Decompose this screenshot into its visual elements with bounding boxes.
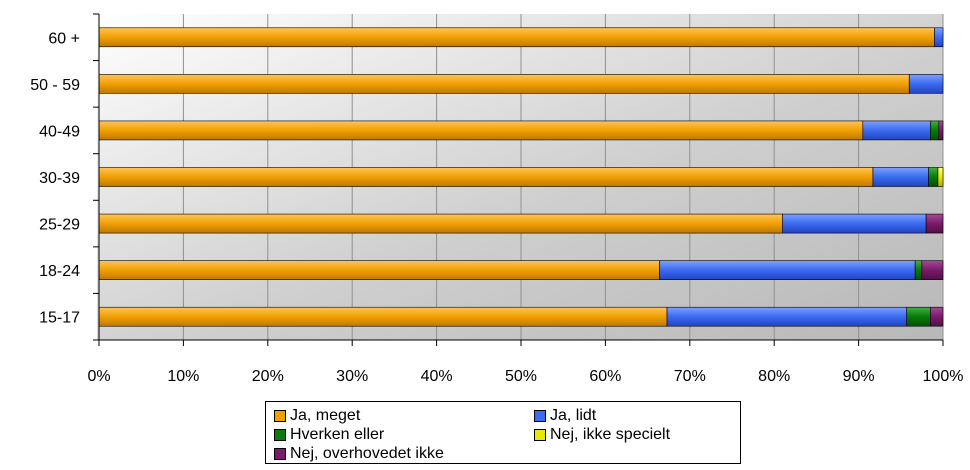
legend-swatch (274, 410, 286, 422)
bar-4049-series-4 (938, 120, 944, 141)
x-axis-labels: 0% 10% 20% 30% 40% 50% 60% 70% 80% 90% 100% (87, 368, 963, 385)
bar-1517-series-4 (930, 306, 944, 327)
x-tick-label: 60% (589, 368, 621, 385)
bar-4049-series-0 (98, 120, 864, 141)
bar-3039-series-1 (872, 167, 929, 187)
chart-svg: 60 + 50 - 59 40-49 30-39 25-29 18-24 15-17 0% 1… (30, 13, 963, 385)
bar-5059-series-1 (908, 74, 944, 94)
bar-1824-series-1 (659, 260, 916, 280)
y-tick-label: 40-49 (39, 123, 80, 140)
bar-1824-series-0 (98, 260, 660, 280)
bars (98, 27, 944, 327)
y-tick-label: 18-24 (39, 263, 80, 280)
bar-3039-series-3 (937, 167, 944, 187)
x-tick-label: 70% (674, 368, 706, 385)
y-tick-label: 25-29 (39, 217, 80, 234)
legend-label: Hverken eller (290, 426, 385, 443)
bar-4049-series-2 (930, 120, 940, 141)
bar-2529-series-0 (98, 213, 783, 234)
x-tick-label: 0% (87, 368, 110, 385)
bar-2529-series-1 (782, 213, 927, 234)
bar-5059-series-0 (98, 74, 910, 94)
y-tick-label: 15-17 (39, 310, 80, 327)
legend-label: Ja, meget (290, 407, 361, 424)
y-tick-label: 30-39 (39, 170, 80, 187)
bar-3039-series-2 (928, 167, 939, 187)
x-tick-label: 20% (252, 368, 284, 385)
axes (93, 13, 944, 346)
bar-1517-series-0 (98, 306, 668, 327)
legend-swatch (274, 448, 286, 460)
bar-1824-series-4 (921, 260, 944, 280)
x-tick-label: 40% (421, 368, 453, 385)
bar-60-series-1 (934, 27, 944, 48)
bar-1517-series-1 (666, 306, 908, 327)
y-tick-label: 50 - 59 (30, 77, 80, 94)
x-tick-label: 50% (505, 368, 537, 385)
x-tick-label: 30% (336, 368, 368, 385)
x-tick-label: 100% (923, 368, 964, 385)
bar-2529-series-4 (925, 213, 944, 234)
x-tick-label: 80% (758, 368, 790, 385)
legend-label: Nej, ikke specielt (550, 426, 671, 443)
bar-4049-series-1 (862, 120, 931, 141)
legend-swatch (274, 429, 286, 441)
legend-swatch (534, 429, 546, 441)
bar-1517-series-2 (906, 306, 931, 327)
y-tick-label: 60 + (48, 30, 80, 47)
x-tick-label: 10% (167, 368, 199, 385)
bar-1824-series-2 (914, 260, 923, 280)
bar-60-series-0 (98, 27, 935, 48)
legend-label: Ja, lidt (550, 407, 597, 424)
legend-label: Nej, overhovedet ikke (290, 445, 444, 462)
legend: Ja, meget Ja, lidt Hverken eller Nej, ik… (265, 401, 741, 464)
bar-3039-series-0 (98, 167, 874, 187)
x-tick-label: 90% (843, 368, 875, 385)
legend-swatch (534, 410, 546, 422)
y-axis-labels: 60 + 50 - 59 40-49 30-39 25-29 18-24 15-17 (30, 30, 80, 326)
